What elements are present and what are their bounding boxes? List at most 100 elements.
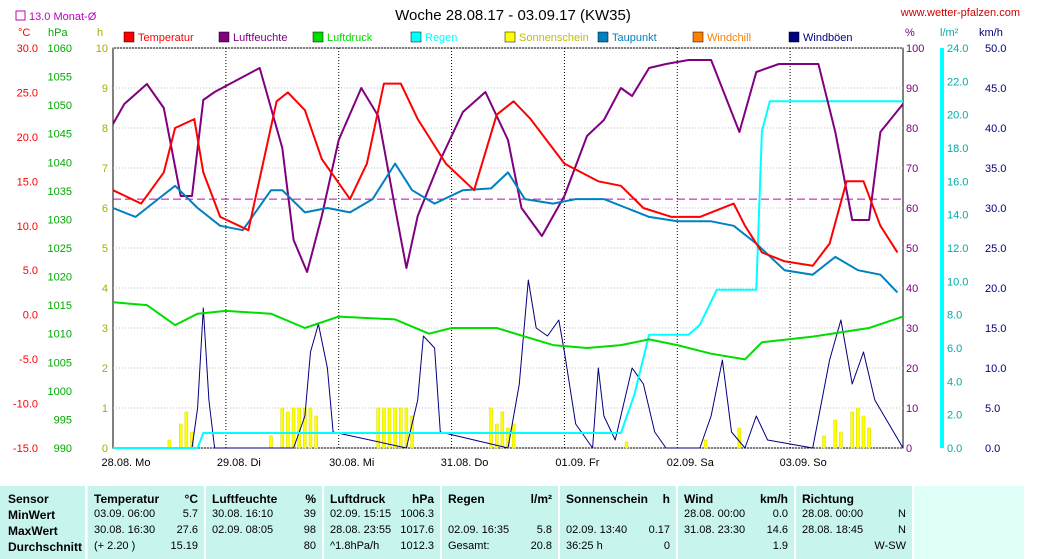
richtung-max-value: N [898, 524, 906, 536]
x-tick-label: 29.08. Di [217, 457, 261, 469]
tick-label-wind: 0.0 [985, 443, 1000, 455]
sunshine-bar [286, 411, 290, 449]
col-luftdruck: Luftdruck hPa 02.09. 15:15 1006.3 28.08.… [324, 486, 442, 559]
header-richtung: Richtung [802, 492, 854, 506]
tick-label-hours: 3 [102, 323, 108, 335]
unit-temperatur: °C [184, 492, 198, 506]
sunshine-bar [308, 407, 313, 449]
rain-axis-bar [940, 48, 944, 448]
temperatur-avg-delta: (+ 2.20 ) [94, 540, 136, 552]
unit-regen: l/m² [530, 492, 552, 506]
tick-label-pressure: 1035 [48, 186, 72, 198]
tick-label-rain: 6.0 [947, 343, 962, 355]
tick-label-pressure: 1060 [48, 43, 72, 55]
tick-label-hours: 5 [102, 243, 108, 255]
sunshine-bar [839, 431, 843, 449]
tick-label-pressure: 1025 [48, 243, 72, 255]
regen-total-label: Gesamt: [448, 540, 490, 552]
tick-label-pressure: 1015 [48, 300, 72, 312]
tick-label-wind: 30.0 [985, 203, 1006, 215]
legend-swatch [788, 31, 800, 43]
tick-label-temp: -15.0 [13, 443, 38, 455]
sunshine-bar [303, 407, 307, 449]
tick-label-hours: 6 [102, 203, 108, 215]
tick-label-temp: 10.0 [17, 221, 38, 233]
tick-label-rain: 12.0 [947, 243, 968, 255]
sunshine-bar [399, 407, 403, 449]
col-regen: Regen l/m² 02.09. 16:35 5.8 Gesamt: 20.8 [442, 486, 560, 559]
tick-label-pressure: 1045 [48, 129, 72, 141]
tick-label-pressure: 1030 [48, 214, 72, 226]
legend-swatch [410, 31, 422, 43]
legend-label: Windchill [707, 32, 751, 44]
tick-label-hours: 8 [102, 123, 108, 135]
unit-percent: % [905, 27, 915, 39]
monat-legend-box [15, 10, 26, 21]
series-line-windböen [113, 279, 904, 449]
sunshine-bar [737, 427, 742, 449]
sunshine-bar [703, 439, 708, 449]
unit-wind: km/h [979, 27, 1003, 39]
sunshine-bar [382, 407, 386, 449]
legend-label: Windböen [803, 32, 853, 44]
luftdruck-avg-value: 1012.3 [400, 540, 434, 552]
sunshine-bar [500, 411, 505, 449]
tick-label-pressure: 990 [54, 443, 72, 455]
col-luftfeuchte: Luftfeuchte % 30.08. 16:10 39 02.09. 08:… [206, 486, 324, 559]
tick-label-pressure: 995 [54, 414, 72, 426]
header-regen: Regen [448, 492, 485, 506]
x-tick-label: 01.09. Fr [555, 457, 599, 469]
sunshine-bar [506, 427, 510, 449]
x-tick-label: 30.08. Mi [329, 457, 374, 469]
tick-label-wind: 20.0 [985, 283, 1006, 295]
unit-temp: °C [18, 27, 30, 39]
x-tick-label: 03.09. So [780, 457, 827, 469]
sunshine-bar [376, 407, 380, 449]
series-lines [112, 59, 904, 449]
legend-swatch [597, 31, 609, 43]
unit-luftdruck: hPa [411, 492, 434, 506]
tick-label-temp: 5.0 [23, 265, 38, 277]
col-temperatur: Temperatur °C 03.09. 06:00 5.7 30.08. 16… [88, 486, 206, 559]
legend-swatch [504, 31, 516, 43]
col-wind: Wind km/h 28.08. 00:00 0.0 31.08. 23:30 … [678, 486, 796, 559]
tick-label-wind: 5.0 [985, 403, 1000, 415]
tick-label-pressure: 1040 [48, 157, 72, 169]
tick-label-temp: -10.0 [13, 399, 38, 411]
tick-label-wind: 15.0 [985, 323, 1006, 335]
tick-label-temp: 20.0 [17, 132, 38, 144]
luftdruck-trend: ^1.8hPa/h [330, 540, 380, 552]
sunshine-bar [833, 419, 838, 449]
sunshine-bar [822, 435, 826, 449]
website-label: www.wetter-pfalzen.com [900, 7, 1020, 19]
legend-swatch [218, 31, 230, 43]
header-sensor: Sensor [8, 492, 49, 506]
legend-label: Temperatur [138, 32, 194, 44]
header-wind: Wind [684, 492, 714, 506]
sunshine-bar [856, 407, 860, 449]
legend-label: Regen [425, 32, 457, 44]
tick-label-rain: 8.0 [947, 310, 962, 322]
temperatur-min-time: 03.09. 06:00 [94, 508, 156, 520]
tick-label-humidity: 10 [906, 403, 918, 415]
tick-label-pressure: 1050 [48, 100, 72, 112]
tick-label-rain: 14.0 [947, 210, 968, 222]
legend: Temperatur Luftfeuchte Luftdruck Regen Sonne… [123, 31, 853, 44]
tick-label-humidity: 90 [906, 83, 918, 95]
tick-label-humidity: 100 [906, 43, 924, 55]
unit-wind-table: km/h [759, 492, 788, 506]
regen-max-time: 02.09. 16:35 [448, 524, 510, 536]
tick-label-temp: 30.0 [17, 43, 38, 55]
tick-label-wind: 45.0 [985, 83, 1006, 95]
tick-label-rain: 2.0 [947, 410, 962, 422]
sonnenschein-total: 36:25 h [566, 540, 603, 552]
header-temperatur: Temperatur [94, 492, 160, 506]
legend-swatch [123, 31, 135, 43]
series-line-regen [113, 100, 903, 449]
luftdruck-max-value: 1017.6 [400, 524, 434, 536]
tick-label-pressure: 1010 [48, 329, 72, 341]
tick-label-wind: 50.0 [985, 43, 1006, 55]
tick-label-rain: 4.0 [947, 376, 962, 388]
x-tick-label: 31.08. Do [441, 457, 489, 469]
x-tick-label: 28.08. Mo [102, 457, 151, 469]
